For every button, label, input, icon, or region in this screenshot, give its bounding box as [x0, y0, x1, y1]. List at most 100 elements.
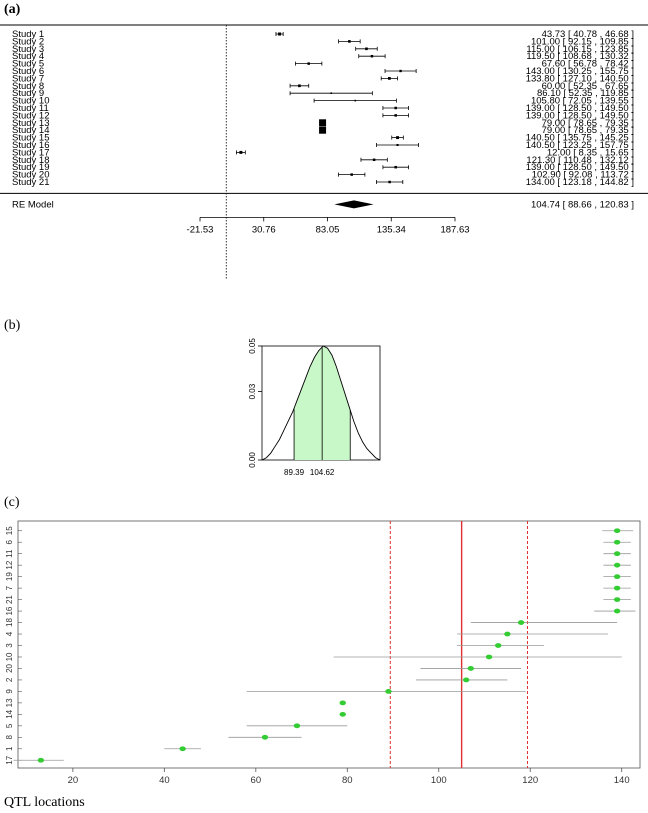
study-estimate-marker: [319, 126, 327, 134]
row-label: 10: [5, 652, 14, 661]
row-label: 16: [5, 606, 14, 615]
row-label: 14: [5, 709, 14, 718]
row-point: [339, 700, 346, 706]
x-tick-label: 30.76: [252, 224, 276, 235]
study-label: Study 21: [12, 177, 50, 188]
row-point: [339, 711, 346, 717]
study-estimate-text: 105.80 [ 72.05 , 139.55 ]: [531, 96, 634, 107]
study-estimate-marker: [330, 92, 333, 94]
row-point: [467, 666, 474, 671]
row-label: 3: [5, 643, 14, 648]
plot-frame: [17, 520, 641, 769]
study-estimate-marker: [307, 62, 310, 65]
row-label: 8: [5, 735, 14, 740]
row-point: [495, 643, 502, 648]
study-estimate-marker: [396, 136, 399, 140]
study-label: Study 6: [12, 66, 44, 77]
row-label: 21: [5, 595, 14, 604]
summary-diamond: [334, 200, 374, 209]
study-estimate-marker: [319, 119, 327, 127]
x-tick-label: 20: [68, 775, 79, 786]
study-label: Study 11: [12, 103, 49, 114]
qtl-location-plot: 15 6 11 12 19 7 21 16 18 4 3 10 20 2 9 13 14 5 8 1 17 20 40 60 8…: [4, 520, 641, 810]
study-estimate-text: 139.00 [ 128.50 , 149.50 ]: [526, 110, 634, 121]
study-estimate-text: 102.90 [ 92.08 , 113.72 ]: [532, 170, 634, 181]
study-estimate-text: 79.00 [ 78.65 , 79.35 ]: [542, 125, 634, 136]
row-label: 12: [5, 560, 14, 569]
x-tick-label: 135.34: [377, 224, 406, 235]
x-tick-label: 187.63: [440, 224, 469, 235]
row-point: [485, 654, 493, 660]
study-estimate-marker: [278, 32, 282, 36]
row-label: 4: [5, 631, 14, 636]
row-label: 15: [5, 526, 14, 535]
row-label: 18: [5, 618, 14, 627]
row-point: [385, 689, 392, 694]
study-label: Study 19: [12, 162, 50, 173]
study-estimate-marker: [394, 114, 397, 117]
row-point: [517, 620, 525, 625]
row-point: [613, 562, 621, 568]
row-point: [261, 734, 269, 740]
x-tick-label: -21.53: [187, 224, 214, 235]
row-label: 5: [5, 723, 14, 728]
row-label: 7: [5, 585, 14, 590]
study-estimate-marker: [348, 40, 351, 43]
density-plot: 0.00 0.03 0.05 89.39 104.62: [248, 338, 381, 477]
x-tick-label: 140: [614, 775, 630, 786]
forest-plot: Study 1 43.73 [ 40.78 , 46.68 ] Study 2 101…: [0, 24, 648, 280]
study-estimate-text: 143.00 [ 130.25 , 155.75 ]: [526, 66, 634, 77]
study-estimate-text: 140.50 [ 123.25 , 157.75 ]: [526, 140, 634, 151]
row-label: 20: [5, 663, 14, 672]
panel-c-label: (c): [4, 495, 20, 510]
study-estimate-text: 101.00 [ 92.15 , 109.85 ]: [531, 36, 634, 47]
study-label: Study 20: [12, 170, 50, 181]
row-point: [463, 677, 470, 683]
study-label: Study 5: [12, 59, 44, 70]
study-label: Study 9: [12, 88, 44, 99]
row-point: [504, 631, 511, 637]
study-estimate-marker: [365, 47, 368, 51]
x-tick-label: 120: [522, 775, 538, 786]
study-label: Study 17: [12, 147, 50, 158]
study-estimate-marker: [298, 84, 301, 88]
study-label: Study 13: [12, 118, 50, 129]
study-estimate-text: 60.00 [ 52.35 , 67.65 ]: [542, 81, 634, 92]
study-estimate-marker: [388, 180, 391, 184]
row-point: [613, 574, 621, 580]
study-estimate-text: 43.73 [ 40.78 , 46.68 ]: [542, 29, 634, 40]
row-point: [37, 757, 45, 763]
y-tick-label: 0.00: [248, 452, 257, 468]
summary-label: RE Model: [12, 199, 54, 210]
study-estimate-text: 140.50 [ 135.75 , 145.25 ]: [526, 133, 634, 144]
row-label: 17: [5, 755, 14, 764]
study-estimate-text: 133.80 [ 127.10 , 140.50 ]: [526, 73, 634, 84]
x-tick-label: 40: [159, 775, 170, 786]
study-estimate-text: 67.60 [ 56.78 , 78.42 ]: [542, 59, 634, 70]
study-estimate-text: 12.00 [ 8.35 , 15.65 ]: [547, 147, 634, 158]
study-estimate-text: 119.50 [ 108.68 , 130.32 ]: [526, 51, 634, 62]
study-estimate-text: 121.30 [ 110.48 , 132.12 ]: [526, 155, 634, 166]
row-point: [293, 723, 301, 729]
row-label: 1: [5, 746, 14, 751]
x-tick-label: 60: [251, 775, 262, 786]
study-estimate-text: 79.00 [ 78.65 , 79.35 ]: [542, 118, 634, 129]
study-estimate-marker: [372, 158, 376, 162]
study-label: Study 8: [12, 81, 44, 92]
study-estimate-text: 139.00 [ 128.50 , 149.50 ]: [526, 103, 634, 114]
row-point: [613, 608, 621, 614]
study-estimate-marker: [370, 54, 374, 58]
study-label: Study 2: [12, 36, 44, 47]
study-estimate-text: 115.00 [ 106.15 , 123.85 ]: [526, 44, 634, 55]
panel-a-label: (a): [4, 2, 21, 17]
study-estimate-marker: [239, 150, 243, 154]
row-label: 11: [5, 549, 14, 558]
study-label: Study 7: [12, 73, 44, 84]
study-estimate-marker: [387, 77, 391, 80]
density-curve: [261, 345, 381, 461]
study-label: Study 10: [12, 96, 50, 107]
study-label: Study 18: [12, 155, 50, 166]
study-estimate-marker: [394, 106, 397, 110]
study-label: Study 12: [12, 110, 50, 121]
y-tick-label: 0.03: [248, 383, 257, 399]
